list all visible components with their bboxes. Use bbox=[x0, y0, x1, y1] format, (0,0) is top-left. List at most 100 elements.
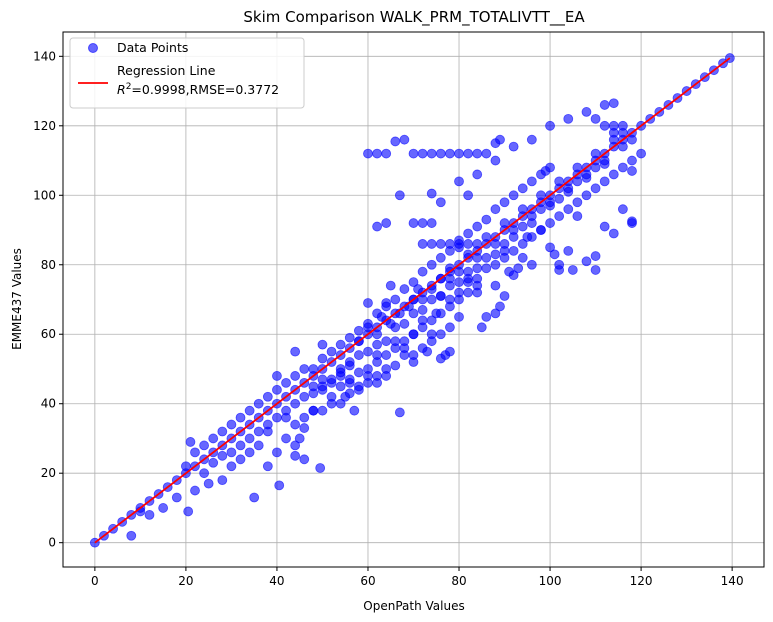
data-point bbox=[426, 218, 437, 228]
data-point bbox=[490, 155, 501, 166]
data-point bbox=[563, 204, 574, 215]
data-point bbox=[526, 259, 537, 270]
y-tick-label: 60 bbox=[41, 327, 56, 341]
data-point bbox=[490, 308, 501, 319]
data-point bbox=[508, 245, 519, 256]
data-point bbox=[408, 148, 419, 159]
data-point bbox=[372, 221, 382, 232]
data-point bbox=[272, 371, 282, 381]
data-point bbox=[445, 280, 455, 291]
data-point bbox=[290, 450, 301, 461]
data-point bbox=[572, 176, 583, 187]
data-point bbox=[244, 405, 255, 416]
data-point bbox=[372, 339, 382, 350]
y-tick-label: 100 bbox=[33, 188, 56, 202]
data-point bbox=[217, 475, 228, 486]
data-point bbox=[599, 159, 610, 169]
data-point bbox=[426, 259, 437, 270]
data-point bbox=[454, 239, 464, 249]
data-point bbox=[408, 277, 419, 288]
legend-r2-prefix: R bbox=[117, 82, 126, 97]
data-point bbox=[481, 263, 492, 274]
data-point bbox=[381, 301, 392, 312]
data-point bbox=[413, 284, 423, 294]
legend-r2-sup: 2 bbox=[126, 82, 132, 92]
data-point bbox=[563, 113, 574, 124]
data-point bbox=[208, 433, 219, 444]
data-point bbox=[517, 221, 528, 232]
data-point bbox=[495, 301, 505, 312]
data-point bbox=[344, 388, 355, 399]
data-point bbox=[526, 176, 537, 187]
data-point bbox=[426, 336, 437, 347]
data-point bbox=[262, 461, 273, 472]
data-point bbox=[435, 148, 446, 159]
data-point bbox=[472, 221, 483, 232]
data-point bbox=[317, 339, 328, 350]
y-axis-label: EMME437 Values bbox=[10, 248, 24, 350]
data-point bbox=[463, 190, 474, 201]
data-point bbox=[517, 204, 528, 215]
data-point bbox=[481, 148, 492, 159]
data-point bbox=[235, 440, 246, 451]
data-point bbox=[226, 419, 237, 430]
data-point bbox=[627, 218, 637, 228]
legend-box bbox=[69, 37, 305, 109]
data-point bbox=[463, 273, 474, 284]
data-point bbox=[399, 284, 410, 294]
data-point bbox=[499, 197, 510, 208]
data-point bbox=[235, 454, 246, 465]
data-point bbox=[590, 251, 601, 261]
data-point bbox=[417, 322, 428, 333]
x-tick-label: 80 bbox=[451, 574, 466, 588]
data-point bbox=[499, 291, 510, 301]
data-point bbox=[353, 350, 364, 360]
data-point bbox=[417, 239, 428, 249]
data-point bbox=[344, 374, 355, 385]
data-point bbox=[599, 176, 610, 187]
data-point bbox=[253, 440, 264, 451]
data-point bbox=[513, 263, 524, 274]
data-point bbox=[445, 346, 455, 357]
data-point bbox=[517, 183, 528, 194]
data-point bbox=[363, 346, 373, 357]
data-point bbox=[281, 405, 291, 416]
data-point bbox=[435, 329, 446, 340]
data-point bbox=[326, 391, 337, 402]
data-point bbox=[481, 232, 492, 242]
data-point bbox=[481, 252, 492, 263]
legend: Data Points Regression Line R2=0.9998,RM… bbox=[69, 37, 305, 109]
data-point bbox=[226, 447, 237, 458]
data-point bbox=[508, 270, 519, 281]
data-point bbox=[299, 364, 310, 374]
data-point bbox=[545, 218, 555, 228]
chart-title: Skim Comparison WALK_PRM_TOTALIVTT__EA bbox=[243, 8, 585, 27]
data-point bbox=[563, 186, 574, 197]
data-point bbox=[572, 162, 583, 173]
data-point bbox=[399, 350, 410, 360]
data-point bbox=[244, 433, 255, 444]
data-point bbox=[372, 308, 382, 319]
data-point bbox=[390, 322, 401, 333]
data-point bbox=[608, 98, 619, 109]
data-point bbox=[390, 136, 401, 147]
data-point bbox=[545, 120, 555, 131]
data-point bbox=[435, 197, 446, 208]
data-point bbox=[417, 305, 428, 315]
data-point bbox=[608, 120, 619, 131]
data-point bbox=[563, 245, 574, 256]
data-point bbox=[454, 277, 464, 288]
y-tick-label: 0 bbox=[48, 536, 56, 550]
data-point bbox=[472, 148, 483, 159]
data-point bbox=[536, 190, 546, 201]
y-tick-label: 40 bbox=[41, 397, 56, 411]
data-point bbox=[299, 391, 310, 402]
data-point bbox=[608, 228, 619, 239]
data-point bbox=[435, 252, 446, 263]
data-point bbox=[472, 169, 483, 180]
data-point bbox=[372, 371, 382, 381]
data-point bbox=[372, 357, 382, 367]
data-point bbox=[126, 530, 137, 541]
data-point bbox=[435, 308, 446, 319]
data-point bbox=[508, 141, 519, 152]
